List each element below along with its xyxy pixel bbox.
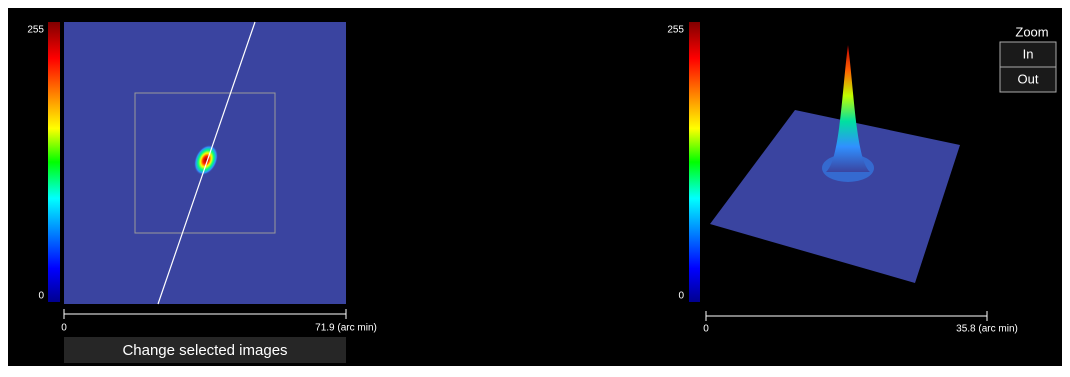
colorbar-min: 0 [678, 291, 684, 302]
viewer: 255 0 0 71.9 (arc min) Change selected i… [0, 0, 1070, 372]
change-button-label[interactable]: Change selected images [122, 342, 287, 359]
colorbar-max: 255 [667, 25, 684, 36]
scale-end: 71.9 (arc min) [315, 323, 377, 334]
scale-start: 0 [61, 323, 67, 334]
colorbar-min: 0 [38, 291, 44, 302]
zoom-title: Zoom [1015, 24, 1048, 39]
colorbar-max: 255 [27, 25, 44, 36]
scale-end: 35.8 (arc min) [956, 324, 1018, 335]
page: 255 0 0 71.9 (arc min) Change selected i… [0, 0, 1070, 377]
zoom-in-label[interactable]: In [1023, 46, 1034, 61]
zoom-out-label[interactable]: Out [1018, 71, 1039, 86]
scale-start: 0 [703, 324, 709, 335]
colorbar [48, 22, 60, 302]
colorbar [689, 22, 700, 302]
